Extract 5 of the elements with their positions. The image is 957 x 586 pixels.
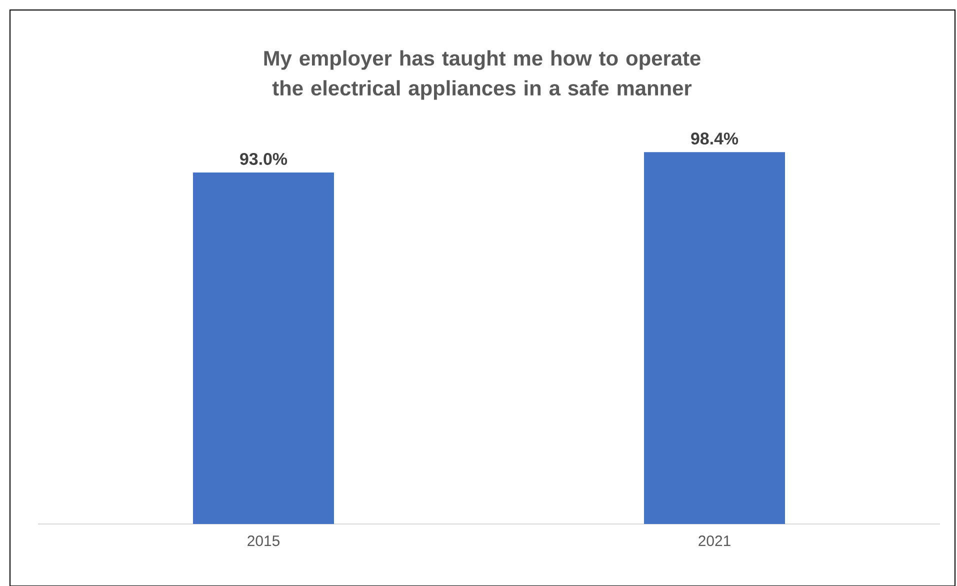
chart-title: My employer has taught me how to operate the electrical appliances in a safe manner	[264, 50, 700, 100]
data-label: 93.0%	[240, 152, 288, 165]
x-tick-label: 2021	[698, 535, 730, 546]
data-label: 98.4%	[691, 132, 738, 144]
x-tick-label: 2015	[248, 535, 280, 546]
